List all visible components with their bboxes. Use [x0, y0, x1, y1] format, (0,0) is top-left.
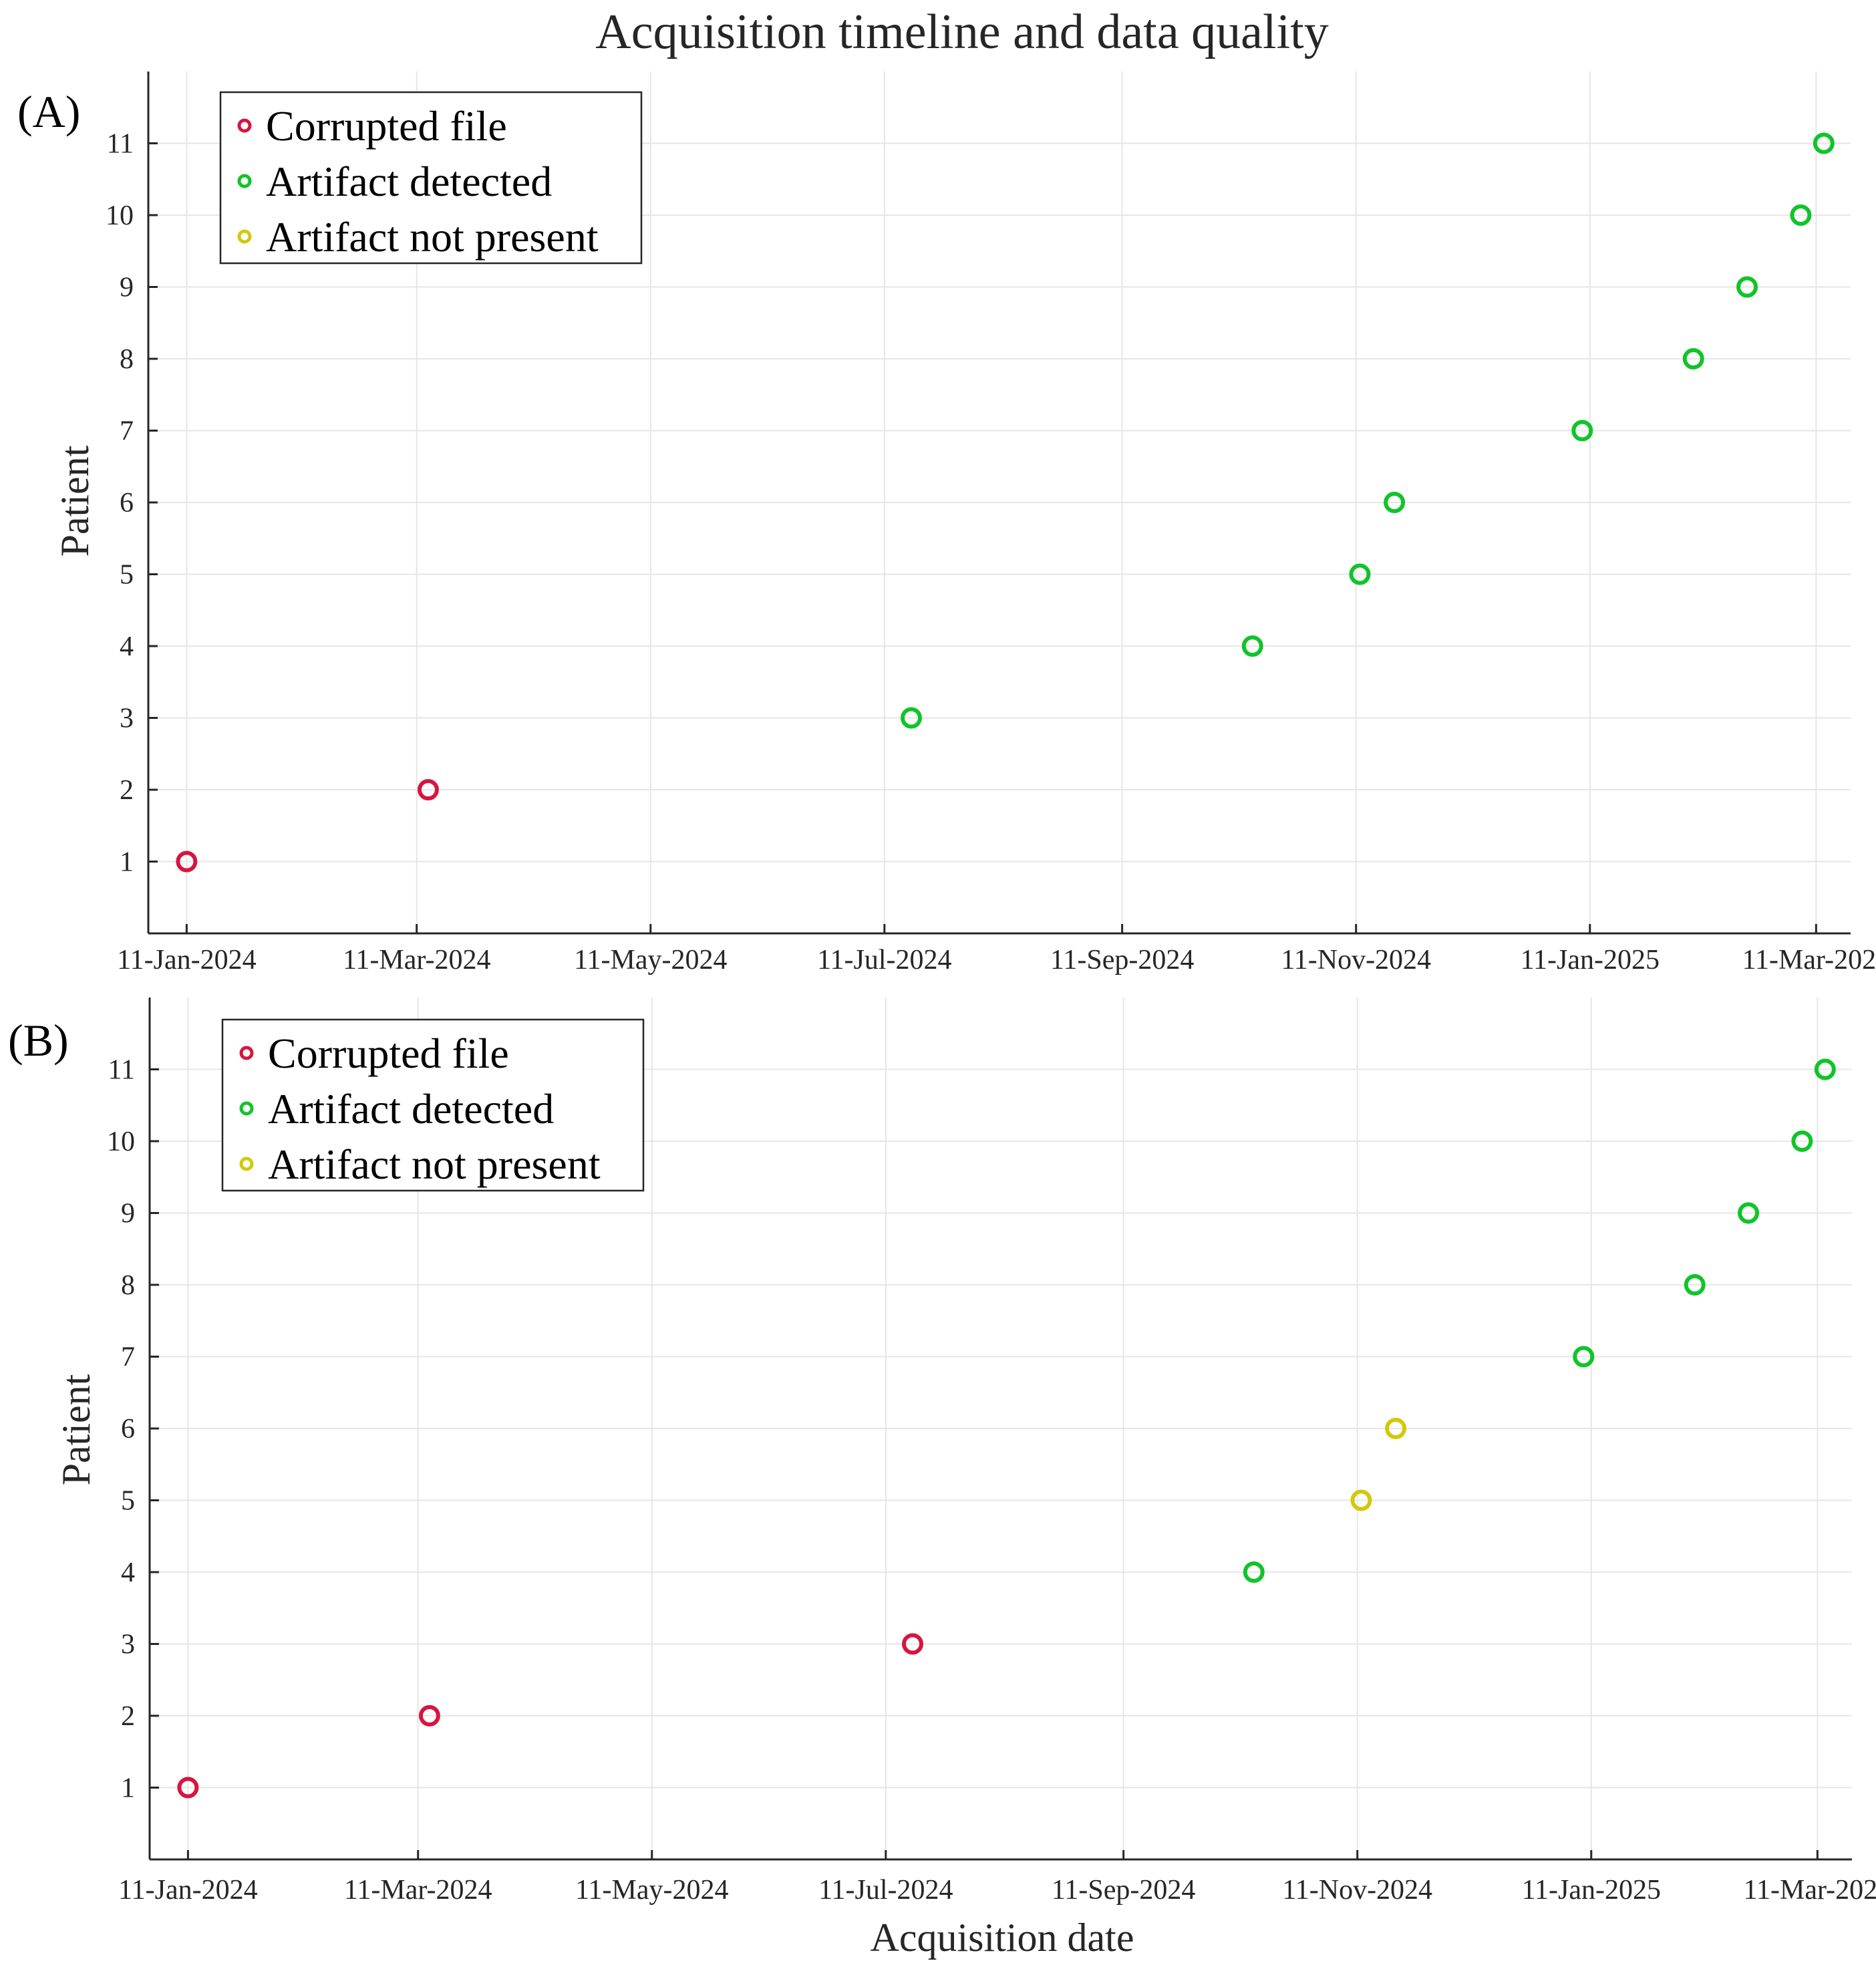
y-tick-label-a: 11	[107, 129, 134, 160]
x-tick-label-a: 11-Jan-2024	[117, 945, 256, 975]
y-tick-label-a: 8	[120, 344, 134, 375]
x-tick-label-b: 11-Mar-2024	[344, 1875, 492, 1906]
x-tick-label-a: 11-Mar-2025	[1742, 945, 1876, 975]
y-tick-label-a: 2	[120, 775, 134, 806]
y-tick-label-b: 2	[121, 1701, 135, 1732]
point-artifact-detected	[1243, 1561, 1265, 1583]
point-corrupted-file	[176, 851, 198, 873]
panel-b: (B) 11-Jan-2024 11-Mar-2024 11-May-2024 11-…	[8, 998, 1876, 1960]
y-tick-label-b: 7	[121, 1342, 135, 1373]
point-artifact-detected	[1571, 420, 1593, 442]
y-tick-label-b: 1	[121, 1773, 135, 1804]
legend-label-artifact-not-present: Artifact not present	[266, 213, 599, 261]
y-tick-label-a: 9	[120, 273, 134, 303]
point-artifact-detected	[1814, 1058, 1836, 1080]
point-artifact-detected	[1813, 132, 1835, 154]
x-tick-label-b: 11-Nov-2024	[1282, 1875, 1432, 1906]
x-tick-label-b: 11-Jan-2024	[118, 1875, 257, 1906]
point-corrupted-file	[902, 1633, 924, 1655]
points-a	[176, 132, 1835, 873]
legend-label-artifact-not-present: Artifact not present	[268, 1141, 601, 1188]
legend-box-b	[221, 1018, 645, 1192]
point-artifact-detected	[1384, 492, 1406, 513]
y-tick-label-b: 6	[121, 1414, 135, 1445]
legend-label-corrupted-file: Corrupted file	[266, 102, 507, 150]
legend-marker-artifact-not-present	[239, 1157, 254, 1171]
x-tick-label-a: 11-Nov-2024	[1281, 945, 1431, 975]
point-corrupted-file	[418, 1705, 440, 1726]
y-tick-label-b: 9	[121, 1199, 135, 1229]
point-artifact-detected	[1790, 204, 1812, 226]
point-artifact-detected	[901, 707, 923, 729]
y-tick-label-a: 6	[120, 488, 134, 518]
panel-a: (A) 11-Jan-2024 11-Mar-2024 11-May-2024 11-…	[17, 71, 1876, 975]
point-artifact-detected	[1736, 276, 1758, 298]
point-corrupted-file	[177, 1777, 199, 1799]
point-corrupted-file	[417, 779, 439, 800]
y-tick-label-b: 10	[107, 1126, 135, 1157]
legend-box-a	[219, 91, 643, 265]
legend-label-corrupted-file: Corrupted file	[268, 1030, 509, 1077]
point-artifact-detected	[1349, 563, 1371, 585]
legend-marker-artifact-detected	[237, 174, 252, 188]
y-tick-label-b: 5	[121, 1486, 135, 1517]
x-axis-label-b: Acquisition date	[871, 1916, 1134, 1960]
legend-a: Corrupted file Artifact detected Artifact …	[219, 91, 643, 265]
grid-b	[150, 998, 1852, 1859]
legend-marker-artifact-not-present	[237, 229, 252, 244]
y-tick-label-b: 4	[121, 1557, 135, 1588]
y-tick-label-a: 4	[120, 631, 134, 662]
x-tick-label-a: 11-May-2024	[574, 945, 727, 975]
x-tick-label-b: 11-Mar-2025	[1744, 1875, 1876, 1906]
point-artifact-detected	[1738, 1202, 1760, 1224]
x-tick-label-b: 11-May-2024	[575, 1875, 728, 1906]
point-artifact-detected	[1573, 1346, 1595, 1368]
legend-b: Corrupted file Artifact detected Artifact …	[221, 1018, 645, 1192]
x-tick-label-a: 11-Jan-2025	[1521, 945, 1660, 975]
x-tick-label-a: 11-Jul-2024	[817, 945, 951, 975]
y-tick-label-b: 8	[121, 1270, 135, 1301]
legend-marker-corrupted-file	[237, 118, 252, 133]
figure-title: Acquisition timeline and data quality	[595, 5, 1328, 59]
point-artifact-detected	[1791, 1130, 1813, 1152]
point-artifact-not-present	[1350, 1489, 1372, 1511]
y-tick-label-a: 1	[120, 847, 134, 878]
y-axis-label-a: Patient	[53, 445, 97, 557]
point-artifact-detected	[1241, 635, 1263, 657]
x-tick-label-a: 11-Sep-2024	[1050, 945, 1194, 975]
legend-marker-corrupted-file	[239, 1046, 254, 1060]
ticks-b: 11-Jan-2024 11-Mar-2024 11-May-2024 11-Jul-…	[107, 998, 1876, 1906]
grid-a	[148, 71, 1851, 933]
ticks-a: 11-Jan-2024 11-Mar-2024 11-May-2024 11-Jul-…	[106, 71, 1876, 975]
x-tick-label-b: 11-Jan-2025	[1522, 1875, 1661, 1906]
x-tick-label-b: 11-Jul-2024	[818, 1875, 953, 1906]
y-tick-label-b: 11	[108, 1055, 135, 1086]
points-b	[177, 1058, 1836, 1799]
y-tick-label-b: 3	[121, 1630, 135, 1660]
legend-label-artifact-detected: Artifact detected	[266, 158, 552, 205]
point-artifact-detected	[1682, 348, 1704, 369]
x-tick-label-a: 11-Mar-2024	[343, 945, 491, 975]
panel-label-a: (A)	[17, 86, 80, 137]
legend-marker-artifact-detected	[239, 1101, 254, 1116]
panel-label-b: (B)	[8, 1015, 69, 1066]
y-tick-label-a: 10	[106, 200, 134, 231]
point-artifact-not-present	[1385, 1418, 1407, 1439]
x-tick-label-b: 11-Sep-2024	[1052, 1875, 1195, 1906]
y-tick-label-a: 3	[120, 704, 134, 734]
point-artifact-detected	[1684, 1274, 1706, 1296]
y-tick-label-a: 5	[120, 560, 134, 591]
y-tick-label-a: 7	[120, 416, 134, 447]
y-axis-label-b: Patient	[54, 1374, 98, 1485]
legend-label-artifact-detected: Artifact detected	[268, 1085, 554, 1132]
